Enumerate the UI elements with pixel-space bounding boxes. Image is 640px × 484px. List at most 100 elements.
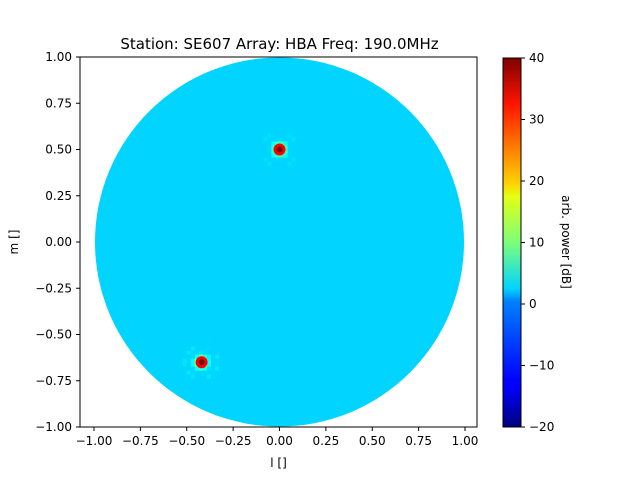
sky-cell [162, 173, 168, 179]
sky-cell [311, 402, 317, 408]
sky-cell [210, 97, 216, 102]
sky-cell [291, 422, 297, 427]
sky-cell [114, 310, 119, 315]
sky-cell [214, 213, 220, 219]
sky-cell [339, 189, 345, 195]
sky-cell [162, 229, 168, 235]
sky-cell [251, 65, 256, 70]
sky-cell [327, 338, 333, 344]
sky-cell [259, 177, 264, 183]
sky-cell [235, 330, 240, 336]
sky-cell [162, 282, 168, 287]
sky-cell [263, 378, 268, 384]
sky-cell [134, 225, 139, 231]
sky-cell [323, 121, 329, 126]
sky-cell [275, 310, 281, 315]
sky-cell [331, 233, 337, 239]
sky-cell [259, 181, 264, 187]
sky-cell [299, 274, 305, 279]
sky-cell [279, 270, 285, 275]
sky-cell [247, 149, 252, 155]
sky-cell [202, 262, 208, 267]
sky-cell [214, 77, 220, 82]
sky-cell [118, 322, 123, 328]
sky-cell [243, 286, 248, 291]
sky-cell [166, 314, 172, 320]
sky-cell [210, 346, 216, 352]
sky-cell [231, 69, 236, 74]
sky-cell [235, 374, 240, 380]
sky-cell [319, 97, 325, 102]
sky-cell [134, 322, 139, 328]
sky-cell [198, 330, 204, 336]
sky-cell [271, 394, 277, 400]
sky-cell [126, 157, 131, 163]
sky-cell [263, 77, 268, 82]
sky-cell [279, 294, 285, 299]
sky-cell [291, 113, 297, 118]
sky-cell [178, 374, 184, 380]
sky-cell [150, 362, 156, 368]
sky-cell [303, 137, 309, 143]
sky-cell [198, 193, 204, 199]
sky-cell [263, 418, 268, 424]
sky-cell [291, 77, 297, 82]
sky-cell [126, 306, 131, 311]
sky-cell [162, 294, 168, 299]
sky-cell [344, 362, 349, 368]
sky-cell [267, 73, 273, 78]
sky-cell [315, 250, 321, 255]
sky-cell [287, 398, 293, 404]
sky-cell [283, 113, 289, 118]
sky-cell [190, 278, 196, 283]
sky-cell [214, 374, 220, 380]
sky-cell [198, 278, 204, 283]
sky-cell [315, 157, 321, 163]
sky-cell [315, 342, 321, 348]
sky-cell [219, 278, 224, 283]
sky-cell [275, 286, 281, 291]
sky-cell [223, 322, 228, 328]
sky-cell [348, 81, 353, 86]
sky-cell [194, 258, 200, 263]
sky-cell [130, 161, 135, 167]
sky-cell [271, 386, 277, 392]
sky-cell [194, 402, 200, 408]
sky-cell [255, 193, 260, 199]
sky-cell [138, 266, 143, 271]
sky-cell [178, 342, 184, 348]
sky-cell [158, 217, 164, 223]
sky-cell [186, 298, 192, 303]
sky-cell [259, 105, 264, 110]
sky-cell [126, 149, 131, 155]
sky-cell [239, 246, 244, 251]
sky-cell [339, 169, 345, 175]
sky-cell [267, 282, 273, 287]
sky-cell [114, 294, 119, 299]
sky-cell [231, 237, 236, 243]
sky-cell [291, 242, 297, 247]
sky-cell [299, 398, 305, 404]
sky-cell [267, 61, 273, 66]
sky-cell [227, 169, 232, 175]
sky-cell [291, 262, 297, 267]
sky-cell [295, 294, 301, 299]
sky-cell [319, 366, 325, 372]
sky-cell [303, 201, 309, 207]
sky-cell [178, 362, 184, 368]
sky-cell [235, 390, 240, 396]
sky-cell [335, 85, 341, 90]
sky-cell [271, 414, 277, 420]
sky-cell [182, 201, 188, 207]
sky-cell [303, 165, 309, 171]
sky-cell [202, 390, 208, 396]
sky-cell [210, 258, 216, 263]
sky-cell [327, 394, 333, 400]
sky-cell [287, 101, 293, 106]
sky-cell [210, 225, 216, 231]
sky-cell [206, 185, 212, 191]
sky-cell [251, 382, 256, 388]
sky-cell [142, 342, 148, 348]
sky-cell [206, 254, 212, 259]
sky-cell [275, 161, 281, 167]
